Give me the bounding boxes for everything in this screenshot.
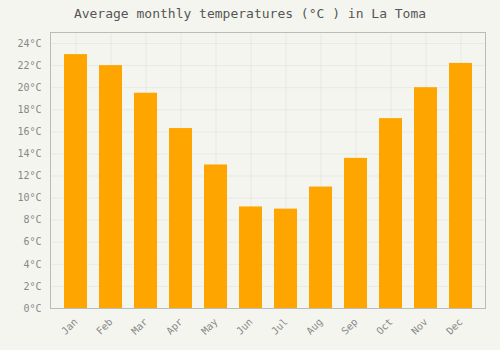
svg-text:24°C: 24°C [17,38,41,49]
svg-text:Jan: Jan [59,316,80,337]
svg-text:4°C: 4°C [23,259,41,270]
svg-text:Dec: Dec [444,316,465,337]
svg-text:14°C: 14°C [17,148,41,159]
svg-text:0°C: 0°C [23,303,41,314]
svg-text:12°C: 12°C [17,170,41,181]
svg-text:May: May [199,316,220,337]
svg-text:2°C: 2°C [23,281,41,292]
svg-text:Feb: Feb [94,316,115,337]
svg-text:18°C: 18°C [17,104,41,115]
svg-text:20°C: 20°C [17,82,41,93]
html-text:Average monthly temperatures (: Average monthly temperatures (°C ) in La… [73,6,427,21]
svg-text:8°C: 8°C [23,214,41,225]
svg-text:Nov: Nov [409,316,430,337]
svg-text:22°C: 22°C [17,60,41,71]
svg-text:Apr: Apr [164,316,185,337]
svg-text:10°C: 10°C [17,192,41,203]
svg-text:Mar: Mar [129,316,150,337]
svg-text:6°C: 6°C [23,236,41,247]
svg-text:Aug: Aug [304,316,325,337]
svg-text:16°C: 16°C [17,126,41,137]
svg-text:Oct: Oct [374,316,395,337]
svg-text:Jul: Jul [269,316,290,337]
svg-text:Jun: Jun [234,316,255,337]
svg-text:Sep: Sep [339,316,360,337]
